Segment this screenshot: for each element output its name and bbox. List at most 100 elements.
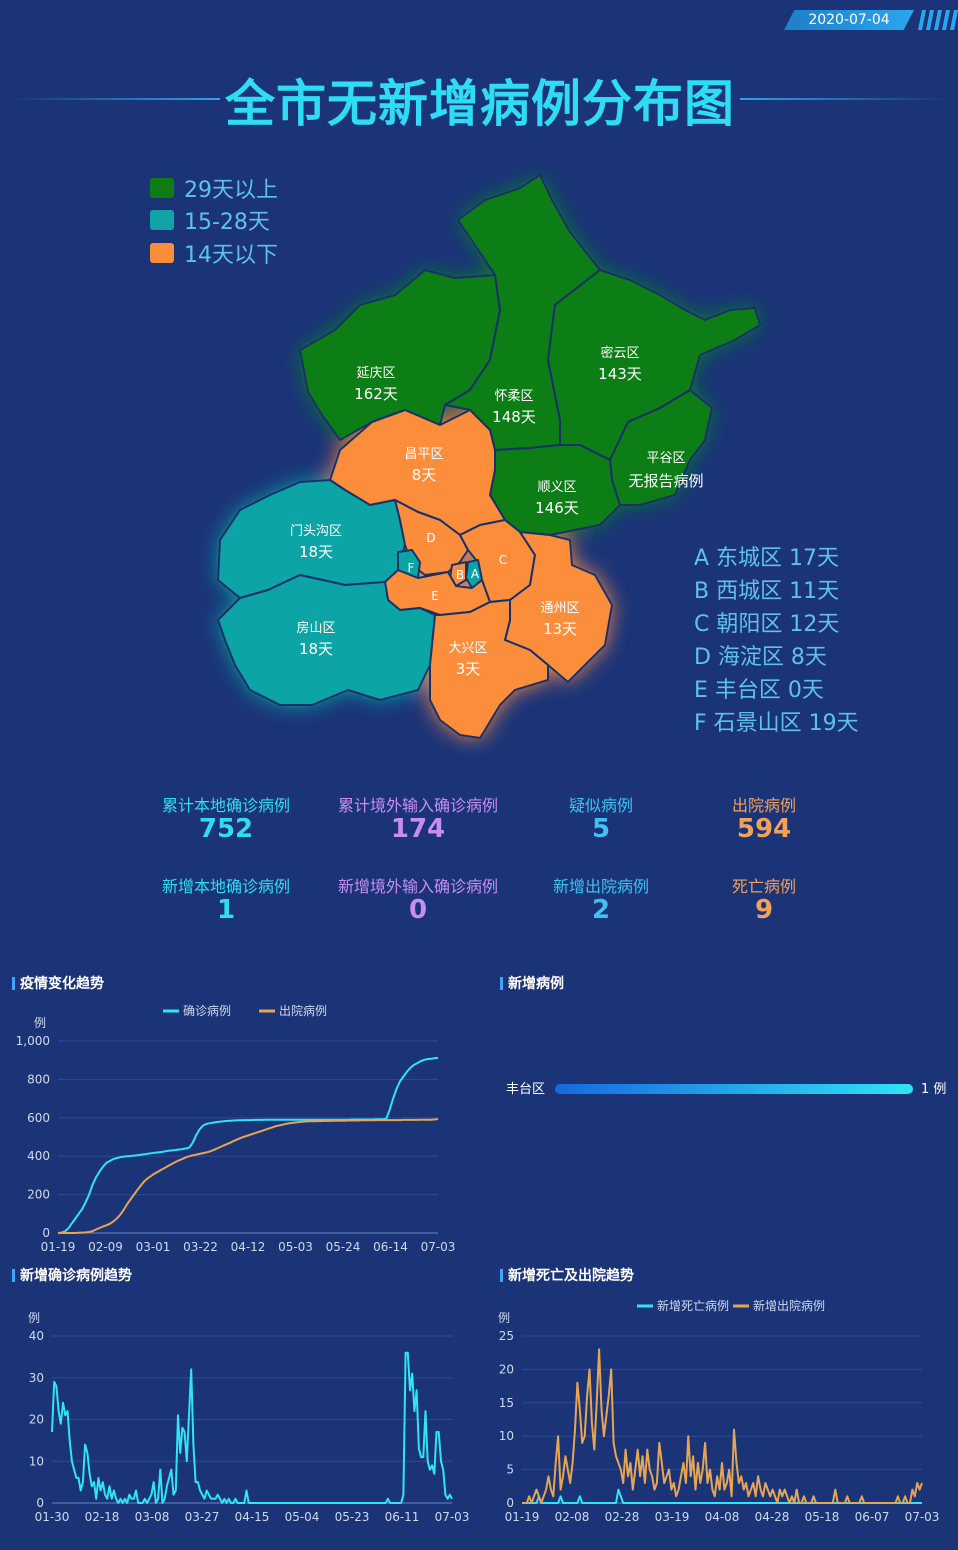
x-tick-label: 03-22 bbox=[183, 1240, 218, 1254]
y-axis-label: 例 bbox=[498, 1311, 510, 1325]
x-tick-label: 04-28 bbox=[755, 1510, 790, 1524]
stat-value: 5 bbox=[591, 814, 611, 844]
y-tick-label: 600 bbox=[27, 1111, 50, 1125]
title-divider-left bbox=[10, 98, 220, 100]
x-tick-label: 06-14 bbox=[373, 1240, 408, 1254]
y-tick-label: 200 bbox=[27, 1188, 50, 1202]
x-tick-label: 05-18 bbox=[805, 1510, 840, 1524]
x-tick-label: 01-19 bbox=[41, 1240, 76, 1254]
map-label-changping: 昌平区 bbox=[404, 447, 443, 462]
x-tick-label: 02-28 bbox=[605, 1510, 640, 1524]
legend-label: 14天以下 bbox=[184, 243, 278, 268]
map-days-shunyi: 146天 bbox=[535, 499, 579, 517]
x-tick-label: 06-11 bbox=[385, 1510, 420, 1524]
y-tick-label: 20 bbox=[499, 1362, 514, 1376]
map-letter-b: B bbox=[456, 568, 464, 582]
map-label-yanqing: 延庆区 bbox=[356, 366, 395, 381]
title-divider-right bbox=[740, 98, 950, 100]
y-tick-label: 0 bbox=[506, 1496, 514, 1510]
legend-label: 29天以上 bbox=[184, 178, 278, 203]
y-tick-label: 10 bbox=[29, 1454, 44, 1468]
legend-item-under14: 14天以下 bbox=[150, 239, 278, 268]
stat-value: 1 bbox=[216, 895, 236, 925]
map-label-miyun: 密云区 bbox=[600, 345, 639, 361]
x-tick-label: 03-27 bbox=[185, 1510, 220, 1524]
map-days-huairou: 148天 bbox=[492, 408, 536, 426]
panel-title-new-confirmed: 新增确诊病例趋势 bbox=[12, 1265, 132, 1285]
map-label-tongzhou: 通州区 bbox=[540, 601, 579, 616]
y-tick-label: 15 bbox=[499, 1396, 514, 1410]
legend-item-over29: 29天以上 bbox=[150, 174, 278, 203]
x-tick-label: 04-15 bbox=[235, 1510, 270, 1524]
stat-value: 9 bbox=[754, 895, 774, 925]
legend-label: 确诊病例 bbox=[183, 1003, 231, 1018]
map-letter-c: C bbox=[499, 553, 507, 567]
stat-value: 2 bbox=[591, 895, 611, 925]
district-key-f: F 石景山区 19天 bbox=[694, 711, 859, 736]
map-days-yanqing: 162天 bbox=[354, 385, 398, 403]
x-tick-label: 04-12 bbox=[231, 1240, 266, 1254]
map-label-fangshan: 房山区 bbox=[296, 620, 335, 636]
stat-label: 疑似病例 bbox=[568, 796, 633, 815]
map-days-pinggu: 无报告病例 bbox=[628, 472, 703, 490]
y-tick-label: 400 bbox=[27, 1149, 50, 1163]
trend-line-chart: 例 0 200 400 600 800 1,000 01-19 02-09 03-01 03-22 0… bbox=[16, 1003, 456, 1254]
stat-label: 新增本地确诊病例 bbox=[161, 877, 290, 896]
x-tick-label: 05-04 bbox=[285, 1510, 320, 1524]
map-region-tongzhou bbox=[504, 531, 613, 683]
stat-value: 174 bbox=[390, 814, 446, 844]
stat-label: 新增境外输入确诊病例 bbox=[337, 877, 498, 896]
y-tick-label: 5 bbox=[506, 1463, 514, 1477]
legend-label: 15-28天 bbox=[184, 210, 270, 235]
bar bbox=[555, 1084, 913, 1094]
x-tick-label: 03-08 bbox=[135, 1510, 170, 1524]
y-tick-label: 10 bbox=[499, 1429, 514, 1443]
district-key-a: A 东城区 17天 bbox=[694, 546, 840, 571]
legend-label: 新增出院病例 bbox=[753, 1298, 825, 1313]
x-tick-label: 01-19 bbox=[505, 1510, 540, 1524]
y-tick-label: 0 bbox=[36, 1496, 44, 1510]
legend-swatch-green bbox=[150, 178, 174, 198]
x-tick-label: 01-30 bbox=[35, 1510, 70, 1524]
map-letter-a: A bbox=[471, 567, 480, 581]
x-tick-label: 03-19 bbox=[655, 1510, 690, 1524]
y-tick-label: 40 bbox=[29, 1329, 44, 1343]
new-confirmed-line-chart: 例 0 10 20 30 40 01-30 02-18 03-08 03-27 04-15 05-04… bbox=[28, 1311, 469, 1524]
y-axis-label: 例 bbox=[28, 1311, 40, 1325]
legend-label: 新增死亡病例 bbox=[657, 1298, 729, 1313]
x-tick-label: 02-09 bbox=[88, 1240, 123, 1254]
bar-value-label: 1 例 bbox=[921, 1082, 946, 1097]
series-line-0 bbox=[57, 1056, 439, 1234]
district-key-d: D 海淀区 8天 bbox=[694, 645, 827, 670]
legend-label: 出院病例 bbox=[279, 1003, 327, 1018]
map-days-daxing: 3天 bbox=[456, 660, 481, 678]
y-tick-label: 25 bbox=[499, 1329, 514, 1343]
death-discharge-line-chart: 例 0 5 10 15 20 25 01-19 02-08 02-28 03-19 04-08 04-2… bbox=[498, 1298, 940, 1524]
panel-title-trend: 疫情变化趋势 bbox=[12, 973, 104, 993]
series-line-1 bbox=[522, 1348, 923, 1504]
map-label-daxing: 大兴区 bbox=[448, 641, 487, 656]
y-tick-label: 1,000 bbox=[16, 1034, 50, 1048]
x-tick-label: 05-24 bbox=[326, 1240, 361, 1254]
x-tick-label: 05-03 bbox=[278, 1240, 313, 1254]
panel-title-new-cases: 新增病例 bbox=[500, 973, 564, 993]
legend-swatch-teal bbox=[150, 210, 174, 230]
map-days-changping: 8天 bbox=[412, 466, 437, 484]
map-letter-f: F bbox=[408, 561, 415, 575]
district-key-e: E 丰台区 0天 bbox=[694, 678, 824, 703]
beijing-district-map: 延庆区 162天 怀柔区 148天 密云区 143天 平谷区 无报告病例 昌平区… bbox=[217, 174, 761, 739]
x-tick-label: 06-07 bbox=[855, 1510, 890, 1524]
x-tick-label: 04-08 bbox=[705, 1510, 740, 1524]
stat-label: 出院病例 bbox=[731, 796, 796, 815]
series-line-0 bbox=[51, 1351, 453, 1504]
y-tick-label: 30 bbox=[29, 1371, 44, 1385]
map-label-pinggu: 平谷区 bbox=[646, 451, 685, 466]
y-tick-label: 800 bbox=[27, 1072, 50, 1086]
stat-value: 594 bbox=[736, 814, 792, 844]
date-stripes-decoration bbox=[918, 10, 958, 30]
stat-label: 累计境外输入确诊病例 bbox=[337, 796, 498, 815]
x-tick-label: 07-03 bbox=[905, 1510, 940, 1524]
map-region-daxing bbox=[429, 599, 549, 739]
panel-title-death-discharge: 新增死亡及出院趋势 bbox=[500, 1265, 634, 1285]
map-days-fangshan: 18天 bbox=[299, 640, 333, 658]
